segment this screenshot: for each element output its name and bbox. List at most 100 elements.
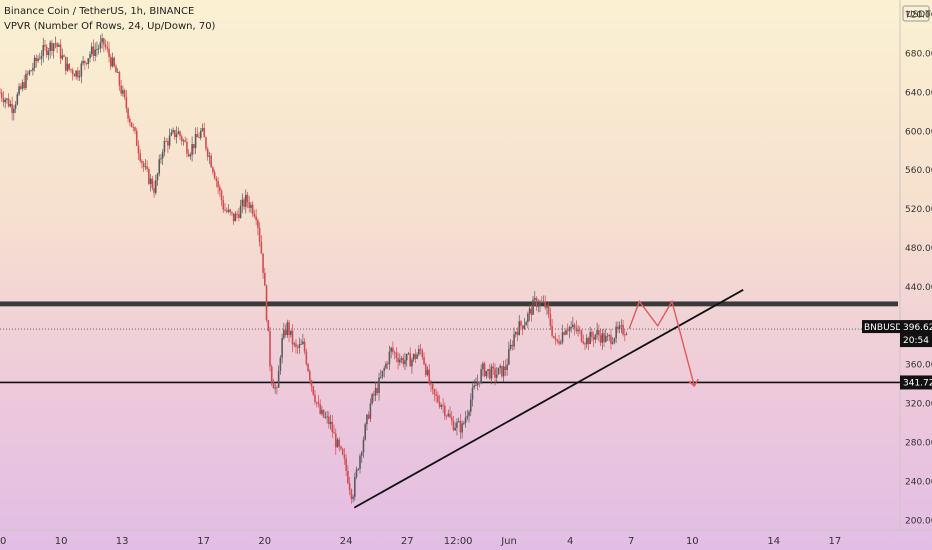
candle-body — [251, 204, 254, 214]
candle-body — [146, 166, 148, 169]
candle-body — [106, 47, 109, 49]
candle-body — [518, 321, 521, 336]
x-tick-label: 10 — [686, 536, 699, 547]
candle-body — [383, 368, 386, 371]
candle-body — [156, 173, 159, 181]
candle-body — [390, 347, 392, 352]
candle-body — [475, 385, 477, 387]
candle-body — [241, 199, 244, 206]
candle-body — [341, 448, 344, 455]
candle-body — [203, 128, 206, 138]
candle-body — [104, 44, 107, 48]
candle-body — [575, 327, 578, 332]
candle-body — [33, 57, 36, 69]
candle-body — [298, 344, 301, 348]
candle-body — [172, 130, 174, 133]
candle-body — [525, 322, 527, 326]
candle-body — [421, 350, 424, 358]
candle-body — [296, 346, 299, 348]
candle-body — [284, 329, 287, 336]
candle-body — [376, 388, 379, 394]
candle-body — [530, 308, 533, 315]
candle-body — [594, 334, 597, 340]
currency-label: USDT — [906, 10, 931, 20]
candle-body — [374, 388, 377, 396]
candle-body — [71, 70, 74, 75]
candle-body — [232, 213, 235, 222]
candle-body — [558, 341, 560, 344]
candle-body — [494, 368, 496, 378]
candle-body — [317, 402, 320, 405]
candle-body — [149, 178, 152, 184]
candle-body — [122, 90, 124, 94]
candle-body — [397, 358, 399, 363]
candle-body — [6, 98, 8, 100]
candle-body — [303, 341, 306, 352]
candle-body — [523, 325, 526, 329]
candle-body — [80, 63, 83, 77]
candle-body — [532, 299, 534, 315]
candle-body — [319, 404, 321, 414]
candle-body — [473, 385, 476, 388]
candle-body — [253, 213, 256, 217]
candle-body — [433, 389, 436, 395]
candle-body — [542, 301, 545, 303]
candle-body — [148, 168, 150, 184]
candle-body — [598, 330, 600, 336]
candle-body — [219, 187, 221, 191]
candle-body — [411, 359, 413, 367]
candle-body — [399, 359, 401, 363]
candle-body — [354, 476, 356, 497]
candle-body — [537, 306, 540, 307]
candle-body — [243, 199, 245, 207]
y-tick-label: 240.00 — [905, 477, 932, 487]
candle-body — [293, 343, 296, 345]
y-tick-label: 560.00 — [905, 166, 932, 176]
candle-body — [497, 367, 500, 375]
candle-body — [7, 98, 10, 107]
candle-body — [194, 134, 197, 149]
candle-body — [553, 335, 555, 338]
y-tick-label: 200.00 — [905, 516, 932, 526]
candle-body — [182, 140, 185, 142]
candle-body — [357, 468, 360, 470]
candle-body — [132, 126, 135, 128]
candle-body — [456, 422, 458, 428]
candle-body — [283, 329, 285, 339]
candle-body — [312, 386, 315, 395]
y-tick-label: 280.00 — [905, 438, 932, 448]
candle-body — [407, 353, 410, 355]
candle-body — [350, 489, 353, 499]
candle-body — [554, 337, 557, 340]
candle-body — [77, 70, 79, 78]
support-price-tag: 341.72 — [903, 378, 932, 388]
candle-body — [466, 415, 469, 418]
candle-body — [378, 377, 380, 394]
candle-body — [229, 209, 231, 212]
candle-body — [224, 209, 226, 211]
candle-body — [281, 338, 283, 358]
candle-body — [139, 153, 141, 161]
candle-body — [160, 158, 162, 160]
candle-body — [359, 455, 361, 469]
y-tick-label: 360.00 — [905, 361, 932, 371]
candle-body — [347, 470, 349, 484]
candle-body — [414, 354, 417, 359]
candle-body — [97, 48, 100, 50]
candle-body — [428, 369, 431, 384]
candle-body — [52, 43, 55, 52]
candle-body — [123, 90, 126, 98]
candle-body — [572, 324, 574, 327]
x-tick-label: 13 — [116, 536, 129, 547]
candle-body — [625, 334, 628, 336]
candle-body — [262, 253, 264, 273]
candle-body — [485, 370, 488, 377]
candle-body — [32, 68, 34, 71]
candle-body — [551, 326, 553, 336]
candle-body — [89, 54, 91, 59]
candle-body — [177, 131, 180, 134]
candle-body — [141, 160, 143, 163]
candle-body — [21, 82, 24, 89]
